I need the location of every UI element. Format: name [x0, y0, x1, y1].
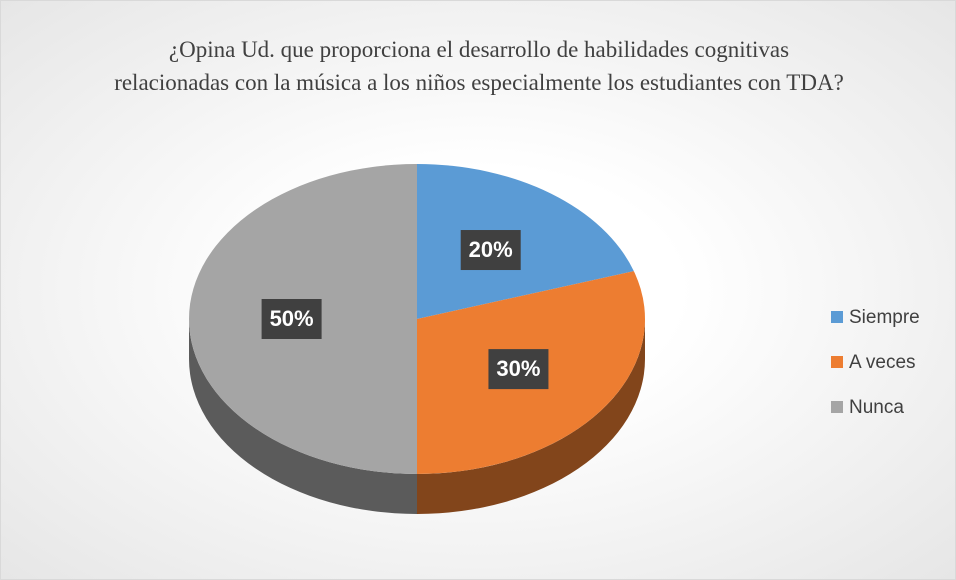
legend-swatch — [831, 311, 843, 323]
data-label: 50% — [270, 306, 314, 331]
pie-side — [189, 319, 417, 514]
data-label: 30% — [496, 356, 540, 381]
legend-label: Nunca — [849, 397, 904, 418]
pie-slice — [417, 164, 634, 319]
legend-label: A veces — [849, 352, 916, 373]
legend-swatch — [831, 401, 843, 413]
data-label: 20% — [469, 237, 513, 262]
data-label-box — [261, 299, 322, 339]
chart-title: ¿Opina Ud. que proporciona el desarrollo… — [114, 37, 844, 95]
legend-label: Siempre — [849, 307, 920, 328]
legend-swatch — [831, 356, 843, 368]
pie-side — [417, 319, 645, 514]
data-label-box — [488, 349, 549, 390]
data-label-box — [460, 230, 521, 271]
